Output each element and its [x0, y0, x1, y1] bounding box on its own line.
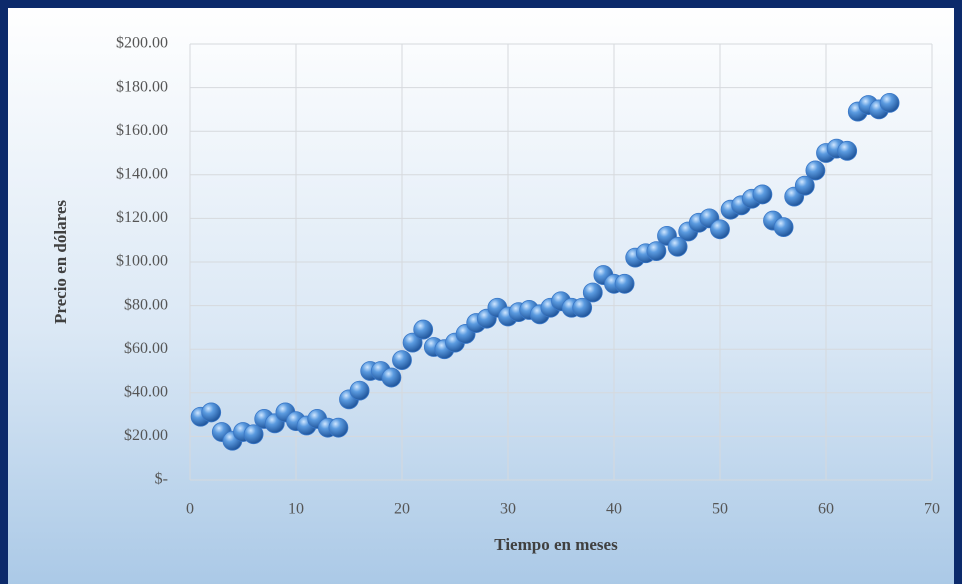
marker	[667, 236, 688, 257]
marker	[805, 160, 826, 181]
y-tick-label: $40.00	[124, 383, 168, 400]
x-axis-title: Tiempo en meses	[494, 535, 618, 554]
x-tick-label: 0	[186, 501, 194, 518]
y-tick-label: $-	[155, 471, 168, 488]
marker	[572, 297, 593, 318]
y-tick-label: $200.00	[116, 35, 168, 52]
x-tick-label: 50	[712, 501, 728, 518]
x-tick-label: 20	[394, 501, 410, 518]
y-tick-label: $160.00	[116, 122, 168, 139]
x-tick-label: 70	[924, 501, 940, 518]
plot-area: $- $20.00 $40.00 $60.00 $80.00 $100.00 $120.00…	[116, 35, 940, 518]
marker	[392, 350, 412, 371]
marker	[646, 241, 667, 262]
x-tick-label: 10	[288, 501, 304, 518]
marker	[837, 140, 858, 161]
marker	[614, 273, 635, 294]
marker	[582, 282, 603, 303]
y-tick-label: $60.00	[124, 340, 168, 357]
y-tick-label: $120.00	[116, 209, 168, 226]
y-tick-label: $180.00	[116, 78, 168, 95]
marker	[794, 175, 815, 196]
marker	[349, 380, 370, 401]
marker	[402, 332, 423, 353]
x-tick-label: 40	[606, 501, 622, 518]
y-tick-label: $140.00	[116, 165, 168, 182]
x-tick-label: 30	[500, 501, 516, 518]
marker	[413, 319, 434, 340]
marker	[773, 217, 794, 238]
marker	[243, 424, 264, 445]
y-tick-label: $80.00	[124, 296, 168, 313]
marker	[710, 219, 730, 240]
y-axis-title: Precio en dólares	[51, 200, 70, 324]
marker	[879, 92, 900, 113]
marker	[752, 184, 773, 205]
y-tick-label: $20.00	[124, 427, 168, 444]
x-tick-label: 60	[818, 501, 834, 518]
marker	[381, 367, 402, 388]
marker	[201, 402, 222, 423]
y-tick-label: $100.00	[116, 253, 168, 270]
marker	[328, 417, 349, 438]
